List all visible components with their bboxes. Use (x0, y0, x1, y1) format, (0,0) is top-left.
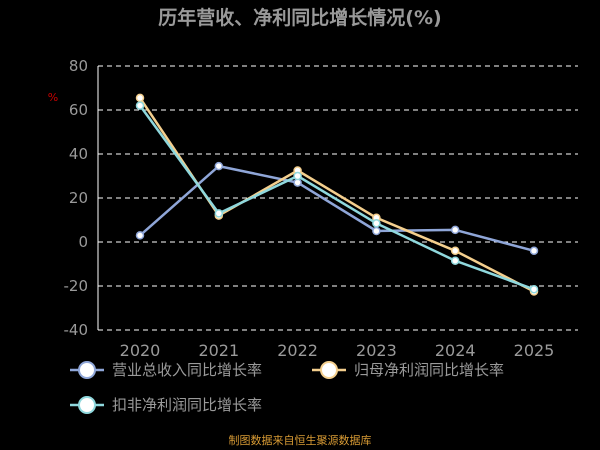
legend-label: 营业总收入同比增长率 (112, 361, 262, 379)
x-tick-label: 2025 (514, 341, 555, 360)
data-point (450, 246, 460, 256)
data-point (135, 93, 145, 103)
legend-marker (78, 361, 96, 379)
legend-item-2: 归母净利润同比增长率 (312, 361, 504, 379)
x-tick-label: 2023 (356, 341, 397, 360)
data-point (450, 256, 460, 265)
x-tick-label: 2021 (198, 341, 239, 360)
y-tick-label: 0 (78, 233, 88, 251)
legend-label: 归母净利润同比增长率 (354, 361, 504, 379)
y-axis-unit: % (48, 91, 58, 104)
legend-label: 扣非净利润同比增长率 (112, 396, 262, 414)
x-tick-label: 2020 (120, 341, 161, 360)
legend-marker (320, 361, 338, 379)
data-source-note: 制图数据来自恒生聚源数据库 (229, 433, 372, 447)
y-tick-label: 40 (69, 145, 88, 163)
data-point (135, 231, 145, 240)
legend-item-1: 营业总收入同比增长率 (70, 361, 262, 379)
y-tick-label: -20 (64, 277, 89, 295)
series-line (138, 97, 535, 293)
series-line (139, 164, 535, 253)
gridlines (98, 65, 578, 331)
chart-title: 历年营收、净利同比增长情况(%) (158, 6, 441, 29)
series-line (138, 104, 535, 291)
axes: -40 -20 0 20 40 60 80 2020 2021 2022 2023 2024 2025 (64, 57, 555, 360)
data-point (214, 161, 224, 171)
series-lines (135, 93, 539, 296)
y-tick-label: 80 (69, 57, 88, 75)
series-1 (135, 161, 539, 256)
data-point (529, 285, 539, 294)
data-point (293, 171, 302, 181)
data-point (450, 225, 460, 235)
series-2 (135, 93, 539, 296)
legend-item-3: 扣非净利润同比增长率 (70, 396, 262, 414)
legend-marker (78, 396, 96, 414)
x-tick-label: 2024 (435, 341, 476, 360)
y-tick-label: 60 (69, 101, 88, 119)
data-point (372, 226, 381, 236)
y-tick-label: -40 (64, 321, 89, 339)
data-point (372, 219, 381, 228)
data-point (214, 209, 224, 218)
x-tick-label: 2022 (277, 341, 318, 360)
series-3 (135, 101, 539, 294)
data-point (135, 101, 145, 110)
y-tick-label: 20 (69, 189, 88, 207)
data-point (529, 246, 539, 256)
